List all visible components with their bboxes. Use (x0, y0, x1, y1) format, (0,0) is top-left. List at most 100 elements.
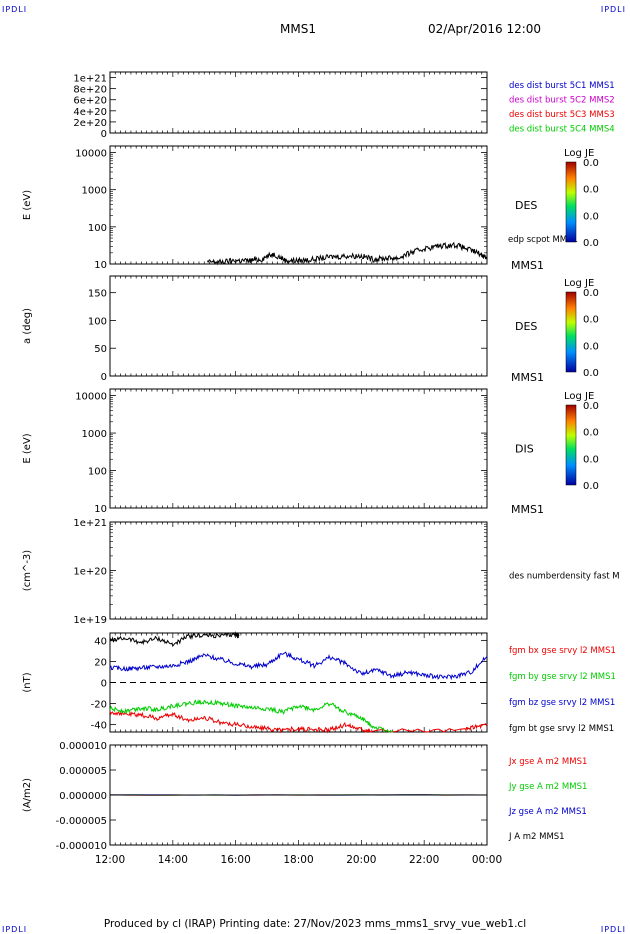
y-tick-label: 0 (101, 129, 107, 140)
colorbar-title-2: Log JE (564, 278, 594, 289)
series-line-fgm-b-gse-2 (109, 651, 488, 681)
colorbar-tick-label: 0.0 (583, 211, 599, 222)
legend-entry: des dist burst 5C1 MMS1 (509, 81, 615, 91)
legend-entry: fgm bx gse srvy l2 MMS1 (509, 646, 616, 656)
y-tick-label: 4e+20 (73, 107, 107, 118)
y-axis-label: a (deg) (22, 308, 33, 344)
colorbar-tick-label: 0.0 (583, 288, 599, 299)
y-tick-label: 8e+20 (73, 85, 107, 96)
colorbar-tick-label: 0.0 (583, 238, 599, 249)
y-axis-label: (nT) (22, 672, 33, 692)
y-tick-label: 1000 (82, 429, 107, 440)
time-tick-label: 22:00 (409, 854, 439, 866)
colorbar-1 (565, 161, 577, 243)
colorbar-tick-label: 0.0 (583, 481, 599, 492)
corner-mark-top-left: IPDLI (2, 5, 28, 14)
y-tick-label: 50 (94, 344, 107, 355)
corner-mark-bottom-left: IPDLI (2, 925, 28, 934)
panel-sublabel: MMS1 (511, 503, 544, 516)
colorbar-3 (565, 404, 577, 486)
y-tick-label: 10000 (75, 149, 107, 160)
y-tick-label: 100 (88, 467, 107, 478)
y-tick-label: 1e+19 (73, 615, 107, 626)
panel-frame-des-energy-spectrogram (109, 145, 488, 265)
legend-entry: Jx gse A m2 MMS1 (508, 757, 587, 767)
panel-sublabel: MMS1 (511, 371, 544, 384)
y-tick-label: 10 (94, 504, 107, 515)
panel-frame-des-pitch-angle (109, 275, 488, 377)
colorbar-tick-label: 0.0 (583, 158, 599, 169)
y-tick-label: 0 (101, 679, 107, 690)
legend-entry: Jz gse A m2 MMS1 (508, 807, 587, 817)
date-title: 02/Apr/2016 12:00 (428, 22, 542, 36)
y-tick-label: -20 (91, 700, 107, 711)
spacecraft-title: MMS1 (280, 22, 316, 36)
legend-entry: fgm bz gse srvy l2 MMS1 (509, 698, 615, 708)
y-tick-label: 1e+20 (73, 567, 107, 578)
series-line-fgm-b-gse-0 (109, 709, 488, 734)
legend-entry: des dist burst 5C3 MMS3 (509, 110, 615, 120)
y-tick-label: 0 (101, 372, 107, 383)
time-tick-label: 00:00 (472, 854, 502, 866)
y-tick-label: 0.000010 (59, 741, 107, 752)
series-line-des-energy-spectrogram-0 (206, 241, 488, 266)
time-tick-label: 12:00 (95, 854, 125, 866)
y-tick-label: 0.000005 (59, 766, 107, 777)
y-tick-label: 2e+20 (73, 118, 107, 129)
corner-mark-bottom-right: IPDLI (600, 925, 626, 934)
y-tick-label: 20 (94, 657, 107, 668)
y-tick-label: 10000 (75, 392, 107, 403)
y-tick-label: 40 (94, 636, 107, 647)
colorbar-tick-label: 0.0 (583, 341, 599, 352)
legend-entry: fgm by gse srvy l2 MMS1 (509, 672, 616, 682)
series-line-fgm-b-gse-1 (109, 698, 393, 733)
legend-entry: fgm bt gse srvy l2 MMS1 (509, 724, 614, 734)
y-axis-label: E (eV) (22, 433, 33, 463)
panel-label: DIS (515, 443, 534, 456)
y-tick-label: 100 (88, 316, 107, 327)
colorbar-2 (565, 291, 577, 373)
panel-label: DES (515, 320, 537, 333)
y-tick-label: 1e+21 (73, 74, 107, 85)
legend-entry: Jy gse A m2 MMS1 (508, 782, 587, 792)
time-tick-label: 18:00 (283, 854, 313, 866)
series-line-fgm-b-gse-3 (109, 631, 240, 648)
panel-frame-des-numberdensity (109, 521, 488, 620)
y-axis-label: E (eV) (22, 190, 33, 220)
time-tick-label: 20:00 (346, 854, 376, 866)
y-tick-label: 150 (88, 289, 107, 300)
colorbar-title-1: Log JE (564, 148, 594, 159)
y-tick-label: 1e+21 (73, 518, 107, 529)
colorbar-tick-label: 0.0 (583, 401, 599, 412)
legend-entry: des numberdensity fast M (509, 572, 620, 582)
overlay-label: edp scpot MMS1 (508, 235, 578, 245)
y-tick-label: 0.000000 (59, 791, 107, 802)
y-tick-label: 10 (94, 260, 107, 271)
panel-frame-dis-energy-spectrogram (109, 388, 488, 509)
footer-credit: Produced by cl (IRAP) Printing date: 27/… (103, 918, 527, 930)
colorbar-tick-label: 0.0 (583, 454, 599, 465)
y-tick-label: -0.000005 (56, 816, 107, 827)
y-tick-label: 6e+20 (73, 96, 107, 107)
colorbar-tick-label: 0.0 (583, 428, 599, 439)
time-tick-label: 14:00 (158, 854, 188, 866)
y-tick-label: -0.000010 (56, 841, 107, 852)
colorbar-tick-label: 0.0 (583, 315, 599, 326)
y-tick-label: 1000 (82, 186, 107, 197)
corner-mark-top-right: IPDLI (600, 5, 626, 14)
legend-entry: J A m2 MMS1 (508, 832, 565, 842)
colorbar-tick-label: 0.0 (583, 368, 599, 379)
legend-entry: des dist burst 5C4 MMS4 (509, 125, 615, 135)
time-tick-label: 16:00 (221, 854, 251, 866)
panel-frame-des-dist-burst (109, 71, 488, 134)
panel-sublabel: MMS1 (511, 259, 544, 272)
colorbar-title-3: Log JE (564, 391, 594, 402)
y-axis-label: (A/m2) (22, 778, 33, 812)
colorbar-tick-label: 0.0 (583, 185, 599, 196)
y-axis-label: (cm^-3) (22, 550, 33, 591)
panel-label: DES (515, 199, 537, 212)
legend-entry: des dist burst 5C2 MMS2 (509, 96, 615, 106)
y-tick-label: -40 (91, 721, 107, 732)
y-tick-label: 100 (88, 223, 107, 234)
